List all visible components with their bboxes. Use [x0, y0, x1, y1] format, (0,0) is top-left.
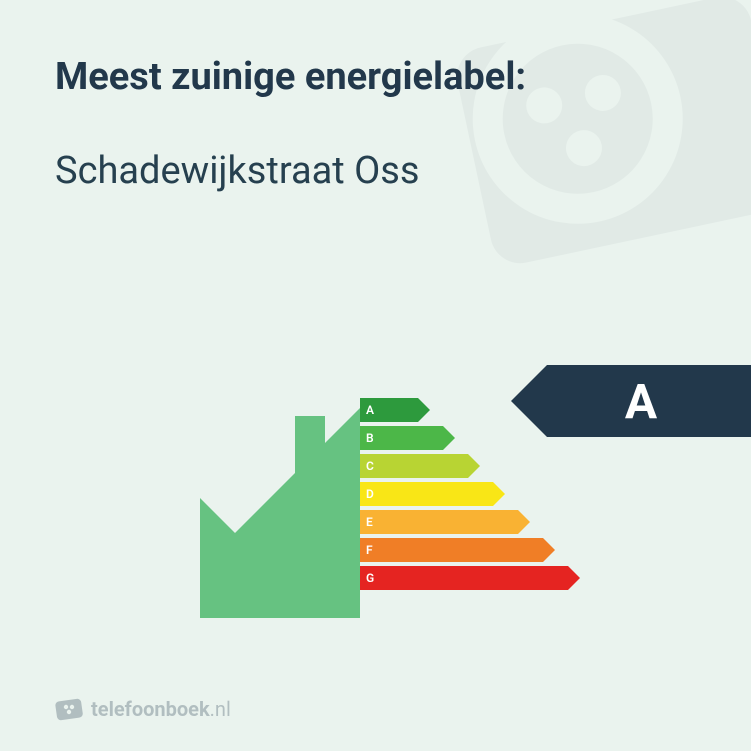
brand-name: telefoonboek: [91, 697, 210, 721]
bar-label: G: [366, 571, 374, 585]
house-icon: [155, 398, 365, 618]
brand-icon: [55, 695, 83, 723]
page-title: Meest zuinige energielabel:: [55, 55, 696, 99]
energy-label-chart: ABCDEFG: [155, 380, 751, 640]
brand-tld: .nl: [210, 697, 231, 721]
badge-letter: A: [625, 373, 657, 430]
bar-label: B: [366, 431, 374, 445]
brand-text: telefoonboek.nl: [91, 697, 231, 721]
bar-label: C: [366, 459, 374, 473]
bar-label: D: [366, 487, 374, 501]
bar-label: A: [366, 403, 374, 417]
footer-brand: telefoonboek.nl: [55, 695, 231, 723]
location-name: Schadewijkstraat Oss: [55, 149, 696, 193]
bar-label: E: [366, 515, 373, 529]
bar-label: F: [366, 543, 373, 557]
content-area: Meest zuinige energielabel: Schadewijkst…: [0, 0, 751, 193]
